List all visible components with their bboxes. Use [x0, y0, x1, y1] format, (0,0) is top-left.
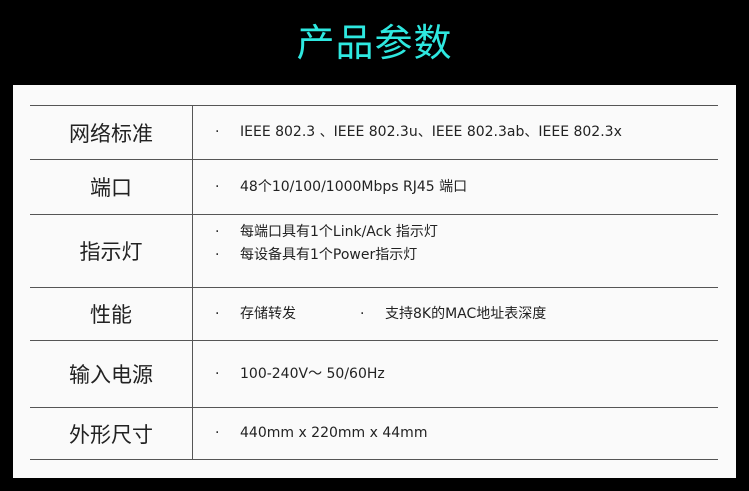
- table-row: 端口 · 48个10/100/1000Mbps RJ45 端口: [30, 159, 718, 215]
- row-value: · 每端口具有1个Link/Ack 指示灯 · 每设备具有1个Power指示灯: [192, 214, 718, 288]
- row-value: · IEEE 802.3 、IEEE 802.3u、IEEE 802.3ab、IE…: [192, 105, 718, 160]
- table-row: 指示灯 · 每端口具有1个Link/Ack 指示灯 · 每设备具有1个Power指示…: [30, 214, 718, 288]
- bullet-icon: ·: [215, 247, 220, 263]
- row-label: 输入电源: [30, 340, 193, 408]
- value-text: 每设备具有1个Power指示灯: [240, 247, 418, 263]
- page-title: 产品参数: [296, 21, 453, 65]
- row-value: · 存储转发 · 支持8K的MAC地址表深度: [192, 287, 718, 341]
- value-text: 440mm x 220mm x 44mm: [240, 425, 428, 441]
- row-label: 指示灯: [30, 214, 193, 288]
- value-text: 每端口具有1个Link/Ack 指示灯: [240, 224, 438, 240]
- table-row: 输入电源 · 100-240V～ 50/60Hz: [30, 340, 718, 408]
- bullet-icon: ·: [215, 425, 220, 441]
- row-value: · 48个10/100/1000Mbps RJ45 端口: [192, 159, 718, 215]
- row-label: 性能: [30, 287, 193, 341]
- table-row: 性能 · 存储转发 · 支持8K的MAC地址表深度: [30, 287, 718, 341]
- row-label: 网络标准: [30, 105, 193, 160]
- bullet-icon: ·: [215, 305, 220, 322]
- bullet-icon: ·: [215, 365, 220, 382]
- row-value: · 440mm x 220mm x 44mm: [192, 407, 718, 460]
- value-text: IEEE 802.3 、IEEE 802.3u、IEEE 802.3ab、IEE…: [240, 124, 622, 140]
- spec-table: 网络标准 · IEEE 802.3 、IEEE 802.3u、IEEE 802.3…: [30, 105, 718, 460]
- row-label: 外形尺寸: [30, 407, 193, 460]
- spec-panel: 网络标准 · IEEE 802.3 、IEEE 802.3u、IEEE 802.3…: [13, 85, 736, 478]
- value-text: 存储转发: [240, 305, 296, 322]
- value-text: 100-240V～ 50/60Hz: [240, 365, 385, 382]
- row-value: · 100-240V～ 50/60Hz: [192, 340, 718, 408]
- value-text: 支持8K的MAC地址表深度: [385, 305, 547, 322]
- table-row: 外形尺寸 · 440mm x 220mm x 44mm: [30, 407, 718, 460]
- bullet-icon: ·: [215, 224, 220, 240]
- value-text: 48个10/100/1000Mbps RJ45 端口: [240, 178, 468, 195]
- bullet-icon: ·: [360, 305, 365, 322]
- table-row: 网络标准 · IEEE 802.3 、IEEE 802.3u、IEEE 802.3…: [30, 105, 718, 160]
- row-label: 端口: [30, 159, 193, 215]
- bullet-icon: ·: [215, 178, 220, 195]
- bullet-icon: ·: [215, 124, 220, 140]
